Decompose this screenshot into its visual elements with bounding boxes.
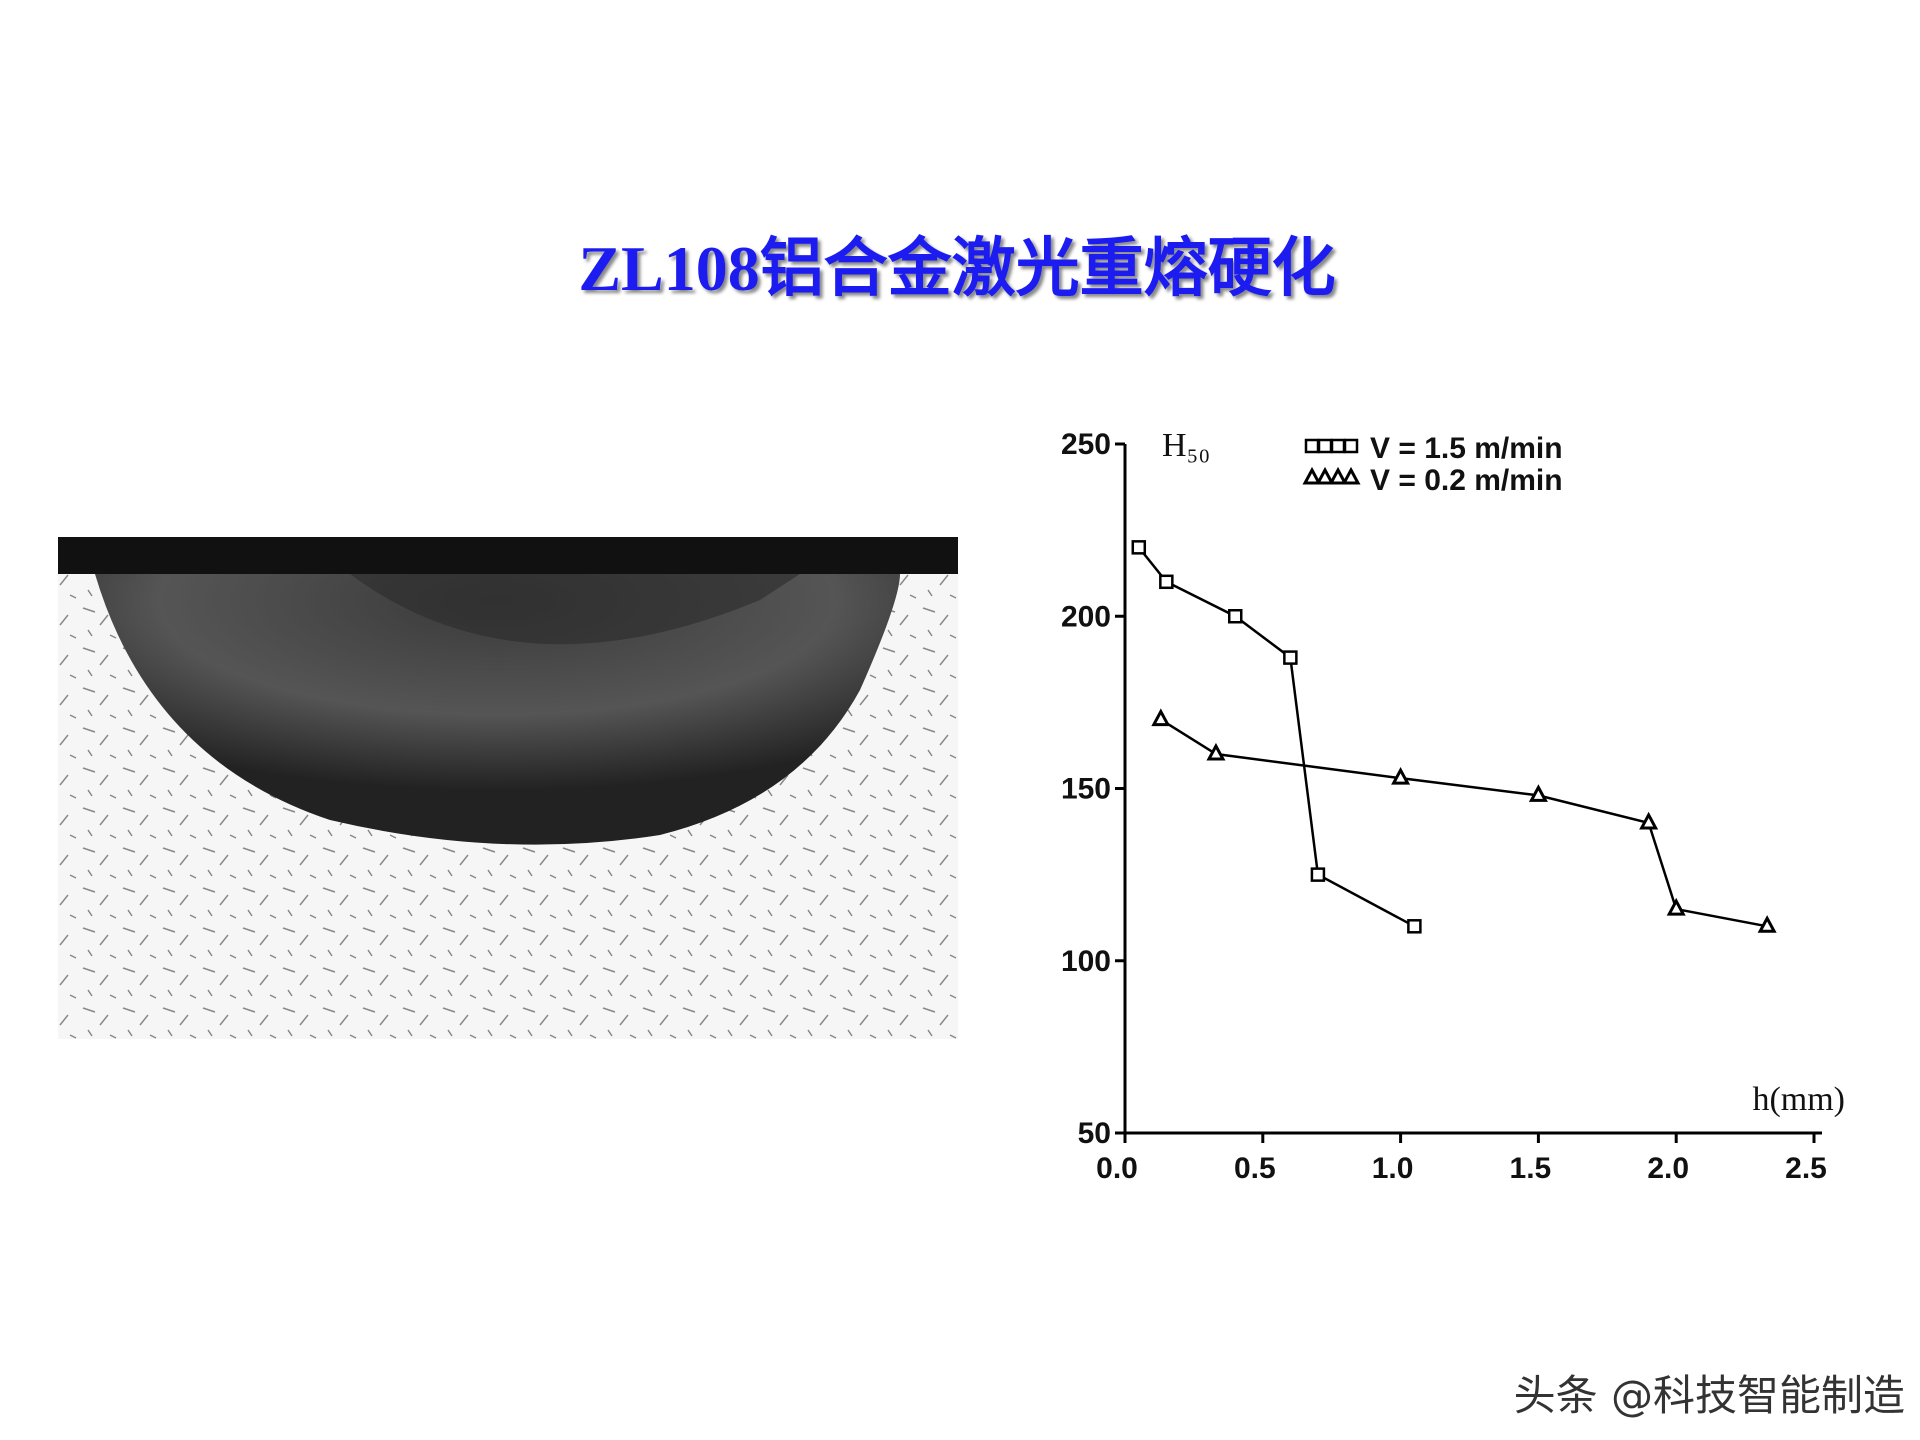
marker bbox=[1131, 540, 1147, 555]
marker bbox=[1206, 742, 1226, 761]
marker bbox=[1343, 438, 1359, 454]
legend-entry: V = 0.2 m/min bbox=[1302, 464, 1563, 497]
marker bbox=[1315, 466, 1335, 485]
series-line bbox=[1160, 718, 1768, 928]
x-tick-label: 0.0 bbox=[1096, 1152, 1138, 1185]
x-tick-label: 0.5 bbox=[1234, 1152, 1276, 1185]
marker bbox=[1310, 867, 1326, 882]
slide-title: ZL108铝合金激光重熔硬化 bbox=[578, 233, 1335, 304]
marker bbox=[1666, 897, 1686, 916]
marker bbox=[1317, 438, 1333, 454]
y-axis-label: H₅₀ bbox=[1162, 427, 1210, 464]
marker bbox=[1757, 915, 1777, 933]
marker bbox=[1227, 609, 1243, 624]
marker bbox=[1151, 708, 1171, 727]
legend-label: V = 1.5 m/min bbox=[1370, 432, 1563, 465]
y-tick-label: 100 bbox=[1061, 945, 1111, 978]
legend-entry: V = 1.5 m/min bbox=[1304, 432, 1563, 465]
y-tick-label: 200 bbox=[1061, 600, 1111, 633]
marker bbox=[1330, 438, 1346, 454]
x-axis-label: h(mm) bbox=[1752, 1081, 1845, 1118]
marker bbox=[1304, 438, 1320, 454]
marker bbox=[1159, 574, 1174, 590]
x-tick-label: 1.5 bbox=[1510, 1152, 1552, 1185]
x-tick-label: 1.0 bbox=[1372, 1152, 1414, 1185]
micrograph bbox=[58, 537, 958, 1039]
marker bbox=[1528, 784, 1548, 802]
y-tick-label: 50 bbox=[1078, 1117, 1111, 1150]
marker bbox=[1302, 466, 1322, 485]
x-tick-label: 2.0 bbox=[1647, 1152, 1689, 1185]
marker bbox=[1407, 919, 1422, 934]
marker bbox=[1391, 767, 1411, 785]
marker bbox=[1341, 466, 1361, 485]
series-line bbox=[1137, 546, 1415, 928]
legend-label: V = 0.2 m/min bbox=[1370, 464, 1563, 497]
marker bbox=[1328, 466, 1348, 485]
x-tick-label: 2.5 bbox=[1785, 1152, 1827, 1185]
chart: H₅₀ h(mm) 50 100 150 200 250 0.0 0.5 1.0 1.5 2.0 2… bbox=[1061, 427, 1845, 1185]
y-tick-label: 150 bbox=[1061, 773, 1111, 806]
watermark: 头条 @科技智能制造 bbox=[1514, 1371, 1905, 1420]
marker bbox=[1283, 650, 1298, 665]
y-tick-label: 250 bbox=[1061, 428, 1111, 461]
marker bbox=[1639, 811, 1659, 830]
